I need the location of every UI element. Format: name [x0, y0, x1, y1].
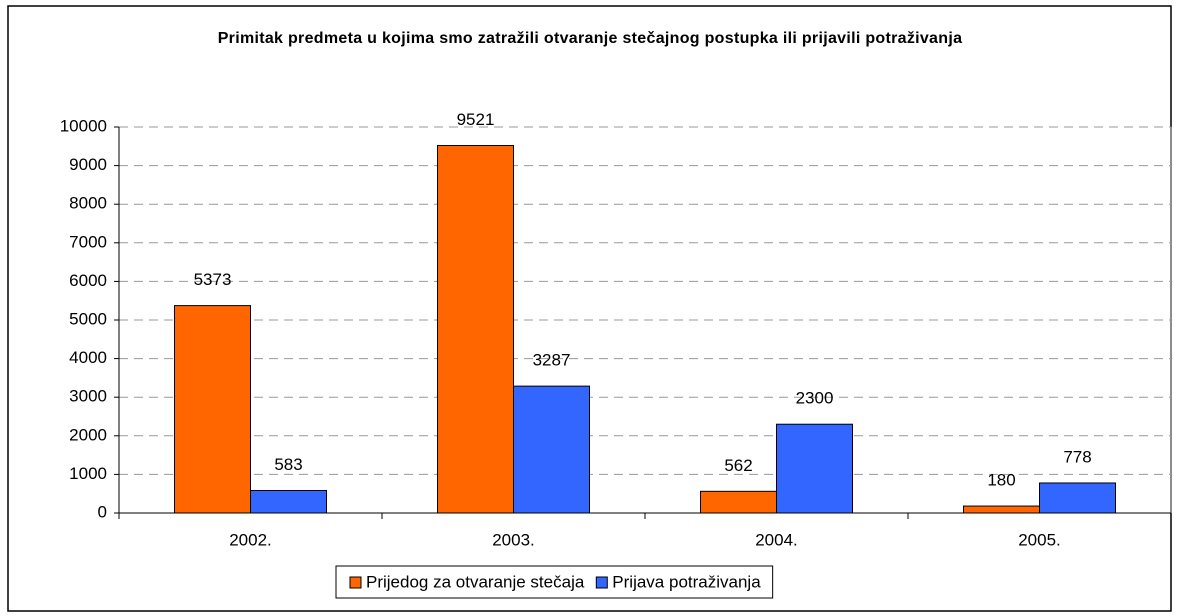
y-tick-label: 10000 [60, 116, 107, 135]
y-tick-label: 0 [98, 502, 107, 521]
bar [513, 385, 590, 514]
data-label: 2300 [796, 389, 834, 408]
data-label: 778 [1063, 447, 1091, 466]
legend-label: Prijedog za otvaranje stečaja [366, 572, 585, 591]
bar [776, 423, 853, 514]
legend-swatch [349, 576, 362, 589]
bar [1039, 482, 1116, 514]
bar [700, 490, 777, 514]
x-tick-label: 2002. [229, 530, 272, 549]
y-tick-label: 6000 [69, 271, 107, 290]
y-tick-label: 1000 [69, 464, 107, 483]
bar [250, 489, 327, 514]
legend-swatch [595, 576, 608, 589]
bar [437, 144, 514, 514]
data-label: 562 [724, 456, 752, 475]
data-label: 5373 [194, 270, 232, 289]
data-label: 583 [274, 455, 302, 474]
chart-title: Primitak predmeta u kojima smo zatražili… [217, 30, 963, 47]
y-tick-label: 5000 [69, 309, 107, 328]
x-tick-label: 2005. [1018, 530, 1061, 549]
x-tick-label: 2004. [755, 530, 798, 549]
legend-box [335, 565, 774, 599]
y-tick-label: 4000 [69, 348, 107, 367]
y-tick-label: 3000 [69, 387, 107, 406]
y-tick-label: 8000 [69, 194, 107, 213]
y-tick-label: 7000 [69, 232, 107, 251]
y-tick-label: 2000 [69, 425, 107, 444]
bar [174, 305, 251, 514]
bar [963, 505, 1040, 514]
data-label: 3287 [533, 351, 571, 370]
data-label: 9521 [457, 110, 495, 129]
legend-label: Prijava potraživanja [612, 572, 761, 591]
x-tick-label: 2003. [492, 530, 535, 549]
y-tick-label: 9000 [69, 155, 107, 174]
data-label: 180 [987, 471, 1015, 490]
